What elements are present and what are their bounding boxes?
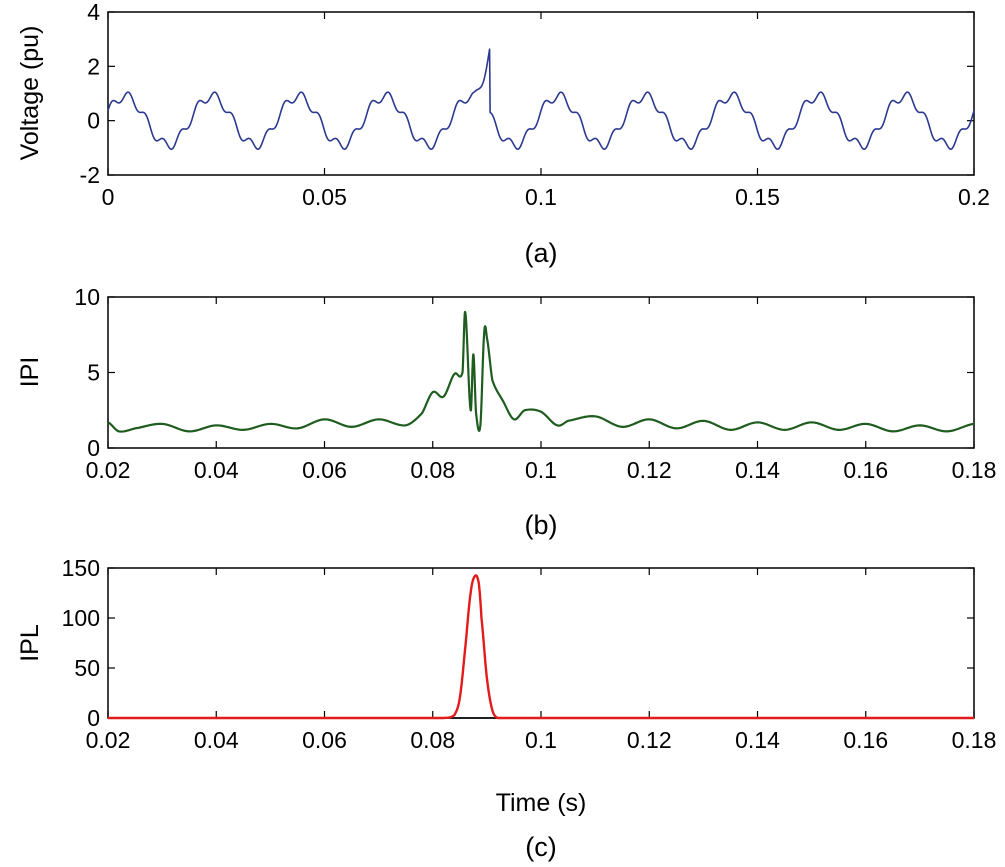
y-tick-label: 150 (62, 555, 100, 581)
x-tick-label: 0.14 (735, 457, 780, 483)
x-tick-label: 0.15 (735, 184, 780, 210)
y-tick-label: 10 (74, 284, 100, 310)
x-tick-label: 0.12 (627, 457, 672, 483)
x-tick-label: 0 (102, 184, 115, 210)
x-tick-label: 0.06 (302, 457, 347, 483)
ticks-b: 0.02 0.04 0.06 0.08 0.1 0.12 0.14 0.16 0.18 0 5 10 (74, 284, 996, 483)
series-ipl-line (108, 574, 974, 720)
x-tick-label: 0.12 (627, 727, 672, 753)
x-tick-label: 0.1 (525, 727, 557, 753)
series-voltage-line (107, 48, 975, 151)
series-ipi-line (107, 310, 975, 433)
y-tick-label: 0 (87, 705, 100, 731)
panel-c-ipl-chart: 0.02 0.04 0.06 0.08 0.1 0.12 0.14 0.16 0.18 0 50 10… (16, 555, 996, 862)
y-axis-label-a: Voltage (pu) (16, 26, 44, 161)
x-tick-label: 0.02 (86, 727, 131, 753)
x-tick-label: 0.02 (86, 457, 131, 483)
series-c (108, 574, 974, 720)
y-tick-label: 50 (74, 655, 100, 681)
x-tick-label: 0.06 (302, 727, 347, 753)
x-tick-label: 0.16 (843, 727, 888, 753)
panel-b-ipi-chart: 0.02 0.04 0.06 0.08 0.1 0.12 0.14 0.16 0.180510 … (16, 284, 996, 540)
caption-a: (a) (525, 238, 558, 268)
x-tick-label: 0.04 (194, 457, 239, 483)
x-tick-label: 0.08 (410, 457, 455, 483)
x-axis-label-c: Time (s) (496, 789, 587, 817)
x-tick-label: 0.1 (525, 457, 557, 483)
y-axis-label-c: IPL (16, 624, 44, 662)
plot-frame-c (107, 567, 975, 719)
caption-b: (b) (525, 510, 558, 540)
x-tick-label: 0.2 (958, 184, 990, 210)
y-tick-label: -2 (80, 162, 100, 188)
plot-frame-b (107, 296, 975, 449)
x-tick-label: 0.14 (735, 727, 780, 753)
series-a (107, 48, 975, 151)
y-tick-label: 5 (87, 360, 100, 386)
x-tick-label: 0.08 (410, 727, 455, 753)
x-tick-label: 0.05 (302, 184, 347, 210)
y-tick-label: 0 (87, 108, 100, 134)
series-b (107, 310, 975, 433)
y-tick-label: 4 (87, 0, 100, 25)
y-axis-label-b: IPI (16, 357, 44, 388)
x-tick-label: 0.18 (952, 727, 997, 753)
x-tick-label: 0.18 (952, 457, 997, 483)
x-tick-label: 0.04 (194, 727, 239, 753)
plot-frame-a (107, 11, 975, 176)
x-tick-label: 0.16 (843, 457, 888, 483)
caption-c: (c) (525, 832, 556, 862)
y-tick-label: 2 (87, 53, 100, 79)
y-tick-label: 0 (87, 435, 100, 461)
y-tick-label: 100 (62, 605, 100, 631)
x-tick-label: 0.1 (525, 184, 557, 210)
